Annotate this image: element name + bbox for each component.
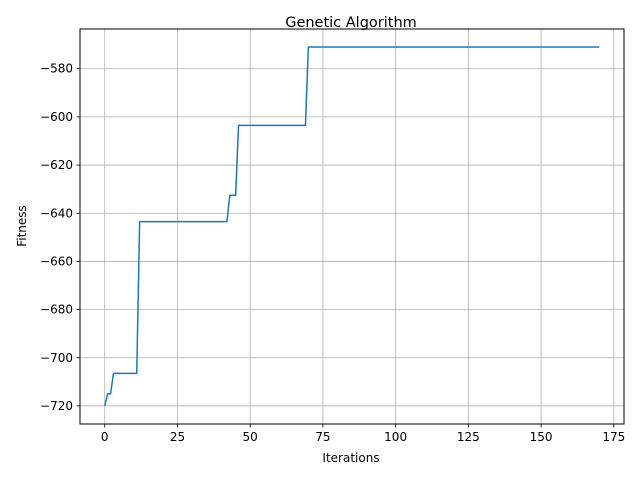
- y-tick-label: −720: [40, 399, 73, 413]
- grid: [80, 29, 624, 424]
- fitness-line: [104, 46, 600, 407]
- x-tick-label: 175: [602, 430, 625, 444]
- x-tick-label: 75: [315, 430, 330, 444]
- y-tick-label: −660: [40, 254, 73, 268]
- y-tick-label: −620: [40, 158, 73, 172]
- line-series: [104, 46, 600, 407]
- x-axis-ticks: 0 25 50 75 100 125 150 175: [101, 424, 625, 444]
- y-tick-label: −680: [40, 303, 73, 317]
- y-axis-ticks: −720 −700 −680 −660 −640 −620 −600 −580: [40, 62, 80, 413]
- x-axis-label: Iterations: [322, 451, 379, 465]
- x-tick-label: 0: [101, 430, 109, 444]
- y-tick-label: −600: [40, 110, 73, 124]
- y-tick-label: −580: [40, 62, 73, 76]
- x-tick-label: 150: [530, 430, 553, 444]
- y-axis-label: Fitness: [15, 205, 29, 247]
- x-tick-label: 25: [170, 430, 185, 444]
- y-tick-label: −640: [40, 206, 73, 220]
- y-tick-label: −700: [40, 351, 73, 365]
- x-tick-label: 125: [457, 430, 480, 444]
- x-tick-label: 50: [243, 430, 258, 444]
- plot-frame: [79, 28, 625, 425]
- x-tick-label: 100: [384, 430, 407, 444]
- chart-title: Genetic Algorithm: [285, 15, 417, 31]
